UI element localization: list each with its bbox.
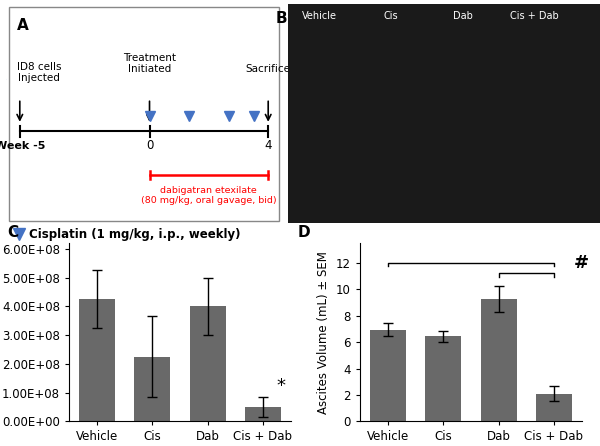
Bar (370, 330, 406, 421)
Bar (190, 306, 226, 421)
Bar (536, 394, 572, 421)
Text: Cis: Cis (383, 11, 398, 21)
Text: 4: 4 (265, 139, 272, 152)
Bar (79, 299, 115, 421)
Bar (481, 299, 517, 421)
Text: Dab: Dab (453, 11, 473, 21)
Text: Week -5: Week -5 (0, 140, 45, 151)
Bar (245, 407, 281, 421)
Bar (134, 357, 170, 421)
Text: #: # (573, 254, 589, 272)
Text: *: * (276, 377, 285, 395)
Text: ID8 cells
Injected: ID8 cells Injected (17, 62, 61, 83)
Y-axis label: Ascites Volume (mL) ± SEM: Ascites Volume (mL) ± SEM (317, 251, 331, 414)
Text: Cis + Dab: Cis + Dab (510, 11, 559, 21)
Text: B: B (275, 11, 287, 26)
Text: A: A (17, 17, 29, 33)
Text: Treatment
Initiated: Treatment Initiated (123, 53, 176, 74)
Text: 0: 0 (146, 139, 153, 152)
Text: Cisplatin (1 mg/kg, i.p., weekly): Cisplatin (1 mg/kg, i.p., weekly) (29, 227, 241, 240)
Circle shape (0, 74, 2, 83)
Bar (425, 336, 461, 421)
Text: C: C (7, 224, 18, 240)
Text: dabigatran etexilate
(80 mg/kg, oral gavage, bid): dabigatran etexilate (80 mg/kg, oral gav… (141, 186, 277, 205)
Text: D: D (298, 224, 310, 240)
Text: Vehicle: Vehicle (302, 11, 337, 21)
Text: Sacrifice: Sacrifice (246, 64, 290, 74)
